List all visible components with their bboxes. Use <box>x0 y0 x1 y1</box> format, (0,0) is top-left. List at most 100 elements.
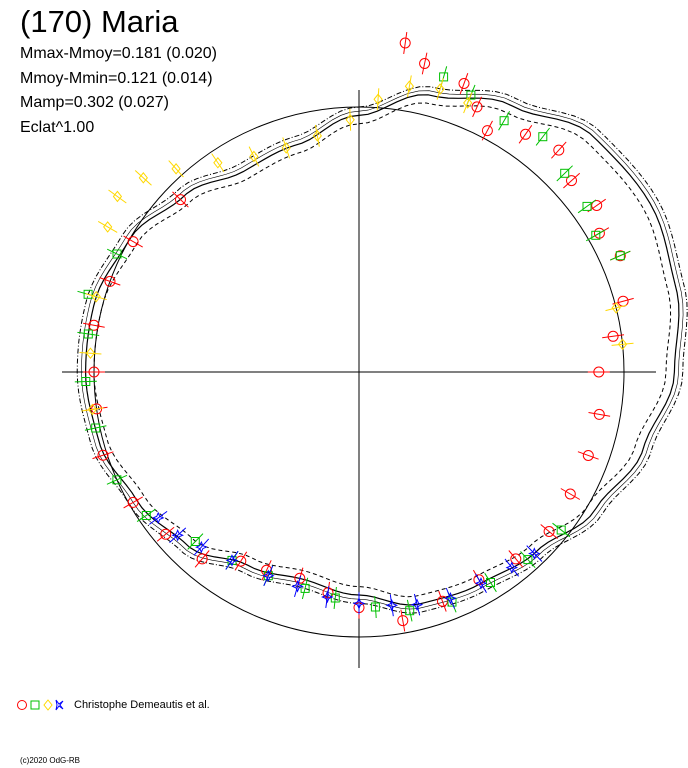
diamond-marker-12 <box>463 92 473 114</box>
diamond-marker-13 <box>605 302 627 314</box>
star-marker-2-errorbar <box>475 573 487 594</box>
square-marker-20-errorbar <box>106 474 128 485</box>
square-marker-19 <box>136 508 156 523</box>
circle-marker-2-errorbar <box>459 73 469 95</box>
diamond-marker-9 <box>373 88 383 111</box>
diamond-marker-3-shape <box>171 163 181 175</box>
star-marker-3 <box>444 587 457 609</box>
circle-marker-13-shape <box>593 366 605 378</box>
star-marker-12 <box>169 527 187 543</box>
diamond-marker-5-errorbar <box>248 146 260 167</box>
circle-marker-20-errorbar <box>438 590 447 612</box>
circle-marker-0 <box>399 32 411 54</box>
square-marker-14-errorbar <box>333 586 337 609</box>
legend-circle-marker <box>17 700 27 710</box>
diamond-marker-1-errorbar <box>108 189 127 204</box>
star-marker-0-errorbar <box>526 545 543 562</box>
circle-marker-5-shape <box>520 128 531 140</box>
star-marker-10-shape <box>225 554 239 567</box>
circle-marker-1 <box>419 52 431 75</box>
circle-marker-32 <box>83 366 105 378</box>
circle-marker-25-shape <box>261 564 272 576</box>
diamond-marker-14-shape <box>617 338 628 351</box>
star-marker-2 <box>474 573 488 594</box>
copyright: (c)2020 OdG-RB <box>20 756 81 765</box>
legend-markers <box>17 699 64 711</box>
square-marker-15 <box>300 577 310 600</box>
diamond-marker-0-shape <box>103 221 113 233</box>
square-marker-21-shape <box>91 423 101 433</box>
diamond-marker-7-errorbar <box>314 124 320 147</box>
diamond-marker-11-errorbar <box>436 78 444 100</box>
circle-marker-10-shape <box>614 250 626 262</box>
circle-marker-29-errorbar <box>123 496 143 509</box>
star-marker-1-errorbar <box>504 558 519 577</box>
star-marker-1-shape <box>505 561 519 574</box>
square-marker-21 <box>84 423 107 433</box>
square-marker-13-shape <box>370 602 380 612</box>
circle-marker-15 <box>577 450 599 461</box>
star-marker-0 <box>526 545 543 562</box>
diamond-marker-10 <box>404 75 415 98</box>
square-marker-1-shape <box>466 90 476 100</box>
square-marker-6-shape <box>591 230 601 240</box>
circle-marker-28 <box>156 526 175 542</box>
star-marker-7 <box>321 586 334 608</box>
square-marker-11-shape <box>447 597 457 607</box>
circle-marker-17 <box>540 524 558 539</box>
circle-marker-0-errorbar <box>403 32 408 54</box>
diamond-marker-10-errorbar <box>407 75 412 98</box>
square-marker-14 <box>330 586 340 609</box>
legend-square-marker <box>30 700 40 710</box>
star-marker-12-errorbar <box>169 527 187 543</box>
square-marker-3-errorbar <box>535 127 550 146</box>
square-marker-2-shape <box>499 116 509 126</box>
circle-marker-30 <box>92 449 114 461</box>
circle-marker-33-shape <box>88 319 100 331</box>
circle-marker-3-errorbar <box>472 96 482 118</box>
star-marker-5 <box>385 594 399 617</box>
star-marker-2-shape <box>474 577 488 590</box>
square-marker-22 <box>74 377 97 386</box>
diamond-marker-17-errorbar <box>85 293 107 301</box>
square-marker-6-errorbar <box>585 229 606 242</box>
circle-marker-25 <box>261 560 272 581</box>
square-marker-10 <box>484 572 497 593</box>
circle-marker-15-errorbar <box>577 451 599 460</box>
star-marker-8-errorbar <box>294 575 302 598</box>
square-marker-4-shape <box>560 168 570 178</box>
diamond-marker-9-errorbar <box>376 88 380 111</box>
square-marker-20-shape <box>112 475 122 485</box>
circle-marker-27-errorbar <box>194 550 210 568</box>
square-marker-8-errorbar <box>552 522 571 538</box>
star-marker-5-errorbar <box>389 594 394 617</box>
square-marker-23-shape <box>83 329 93 339</box>
star-marker-11 <box>193 538 210 556</box>
stat-eclat: Eclat^1.00 <box>20 118 95 136</box>
fit-curve-lower <box>93 102 672 598</box>
circle-marker-5-errorbar <box>518 125 533 144</box>
circle-marker-16 <box>560 488 581 500</box>
legend: Christophe Demeautis et al. <box>16 697 210 713</box>
star-marker-10 <box>225 550 239 570</box>
circle-marker-27 <box>194 550 210 568</box>
diamond-marker-17-shape <box>91 290 101 303</box>
diamond-marker-9-shape <box>373 93 383 106</box>
diamond-marker-1 <box>108 189 127 204</box>
diamond-marker-12-errorbar <box>463 92 473 114</box>
circle-marker-6 <box>551 141 567 159</box>
square-marker-3 <box>535 127 550 146</box>
diamond-marker-6 <box>281 137 291 159</box>
star-marker-8-shape <box>291 580 304 593</box>
star-marker-5-shape <box>385 599 399 612</box>
star-marker-10-errorbar <box>225 550 239 570</box>
star-marker-6-shape <box>352 597 366 610</box>
circle-marker-21-errorbar <box>400 609 406 632</box>
star-marker-3-shape <box>444 591 457 605</box>
square-marker-6 <box>585 229 606 242</box>
legend-star-marker <box>55 699 64 711</box>
fit-curves <box>76 86 688 614</box>
square-marker-15-shape <box>300 583 310 593</box>
fit-curve-upper <box>76 86 688 614</box>
square-marker-24-shape <box>83 289 93 299</box>
